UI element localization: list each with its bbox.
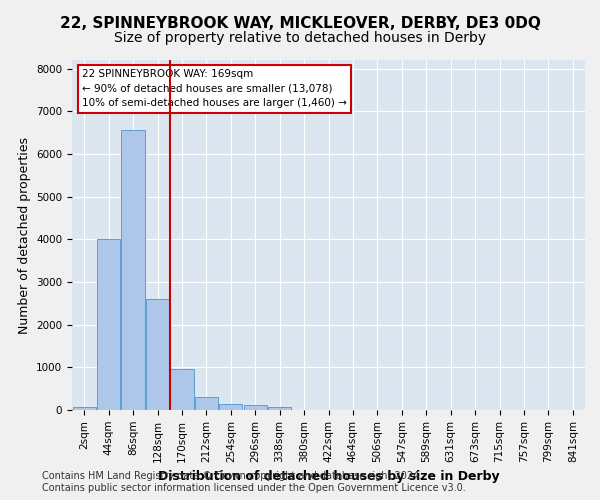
Bar: [195, 397, 218, 410]
Bar: [244, 406, 267, 410]
Text: Contains HM Land Registry data © Crown copyright and database right 2024.: Contains HM Land Registry data © Crown c…: [42, 471, 422, 481]
Bar: [73, 407, 96, 410]
Text: 22 SPINNEYBROOK WAY: 169sqm
← 90% of detached houses are smaller (13,078)
10% of: 22 SPINNEYBROOK WAY: 169sqm ← 90% of det…: [82, 69, 347, 108]
Bar: [121, 130, 145, 410]
Text: Contains public sector information licensed under the Open Government Licence v3: Contains public sector information licen…: [42, 483, 466, 493]
Bar: [146, 299, 169, 410]
Text: 22, SPINNEYBROOK WAY, MICKLEOVER, DERBY, DE3 0DQ: 22, SPINNEYBROOK WAY, MICKLEOVER, DERBY,…: [59, 16, 541, 31]
X-axis label: Distribution of detached houses by size in Derby: Distribution of detached houses by size …: [158, 470, 499, 483]
Bar: [97, 240, 120, 410]
Text: Size of property relative to detached houses in Derby: Size of property relative to detached ho…: [114, 31, 486, 45]
Y-axis label: Number of detached properties: Number of detached properties: [17, 136, 31, 334]
Bar: [170, 370, 194, 410]
Bar: [219, 404, 242, 410]
Bar: [268, 406, 291, 410]
